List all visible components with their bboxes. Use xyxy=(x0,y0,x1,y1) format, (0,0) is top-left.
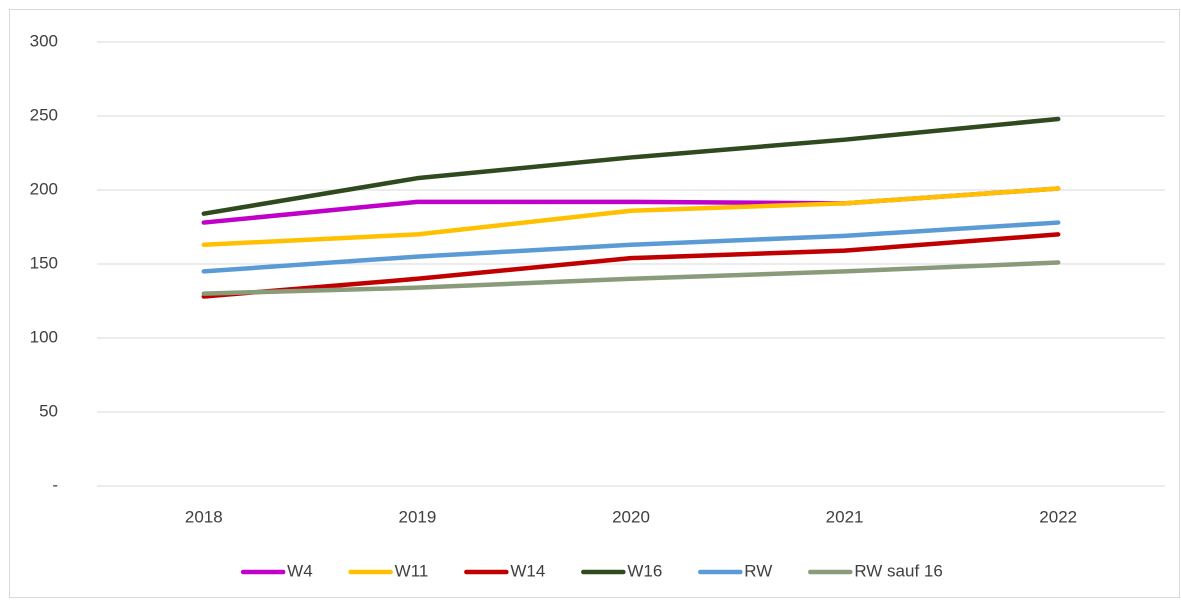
x-tick-label: 2020 xyxy=(612,507,650,526)
series-line xyxy=(201,260,1061,296)
y-tick-label: 200 xyxy=(30,179,58,198)
series-line xyxy=(201,232,1061,299)
x-tick-label: 2022 xyxy=(1039,507,1077,526)
legend-label: W4 xyxy=(287,561,313,580)
legend-label: W16 xyxy=(627,561,662,580)
series-line xyxy=(201,220,1061,274)
y-tick-label: 50 xyxy=(39,401,58,420)
x-tick-label: 2018 xyxy=(185,507,223,526)
legend-label: RW xyxy=(744,561,772,580)
series-line xyxy=(201,116,1061,216)
x-tick-label: 2019 xyxy=(398,507,436,526)
legend-label: W11 xyxy=(395,561,429,580)
series-line xyxy=(201,186,1061,248)
y-tick-label: 300 xyxy=(30,31,58,50)
chart-border xyxy=(9,9,1180,598)
y-tick-label: 250 xyxy=(30,105,58,124)
y-tick-label: 100 xyxy=(30,327,58,346)
legend-label: W14 xyxy=(510,561,545,580)
y-tick-label: - xyxy=(52,475,58,494)
legend-label: RW sauf 16 xyxy=(854,561,943,580)
y-tick-label: 150 xyxy=(30,253,58,272)
x-tick-label: 2021 xyxy=(826,507,864,526)
